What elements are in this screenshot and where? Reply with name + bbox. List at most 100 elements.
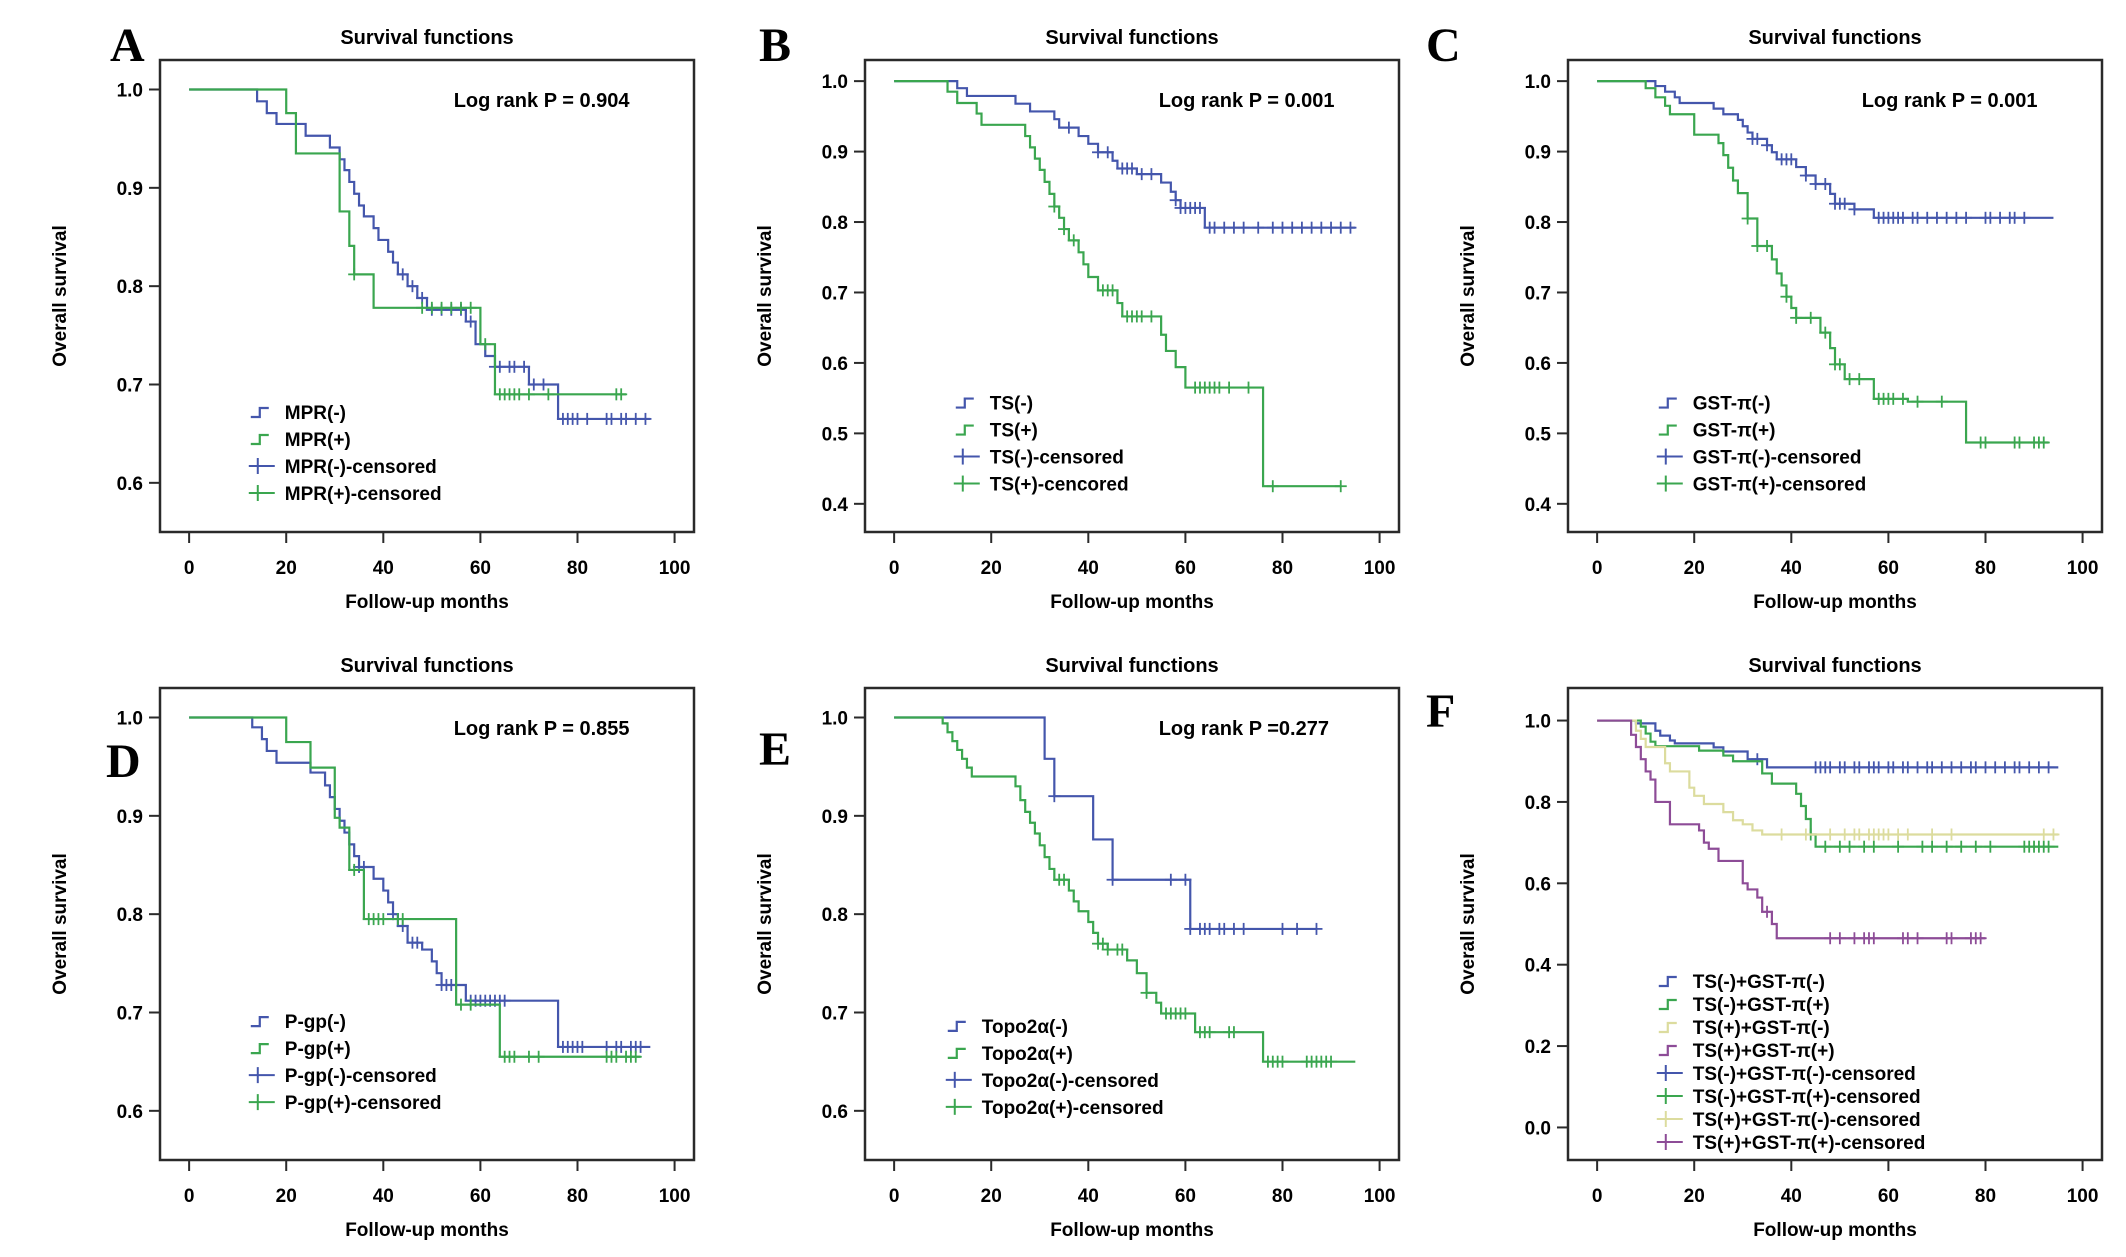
legend-step-glyph — [947, 1020, 966, 1032]
x-tick-label: 80 — [567, 1186, 588, 1207]
x-tick-label: 40 — [1781, 558, 1802, 579]
legend-label: TS(-)+GST-π(-) — [1693, 972, 1825, 993]
x-tick-label: 60 — [470, 1186, 491, 1207]
legend-label: P-gp(-) — [285, 1012, 346, 1033]
survival-plot-a: Survival functions 1.0 0.9 0.8 0.7 0.6 0 20 40 60… — [50, 27, 696, 613]
y-axis-label: Overall survival — [755, 225, 776, 367]
y-tick-label: 0.4 — [822, 495, 849, 516]
plot-box — [158, 58, 696, 534]
y-tick-label: 0.8 — [822, 905, 848, 926]
panel-d-letter: D — [106, 735, 141, 788]
chart-title: Survival functions — [1748, 27, 1921, 49]
legend-label: GST-π(-)-censored — [1693, 448, 1862, 469]
y-tick-label: 0.2 — [1525, 1037, 1551, 1058]
survival-curve-MPR(-) — [189, 88, 651, 421]
x-tick-label: 0 — [184, 558, 195, 579]
survival-curve-Topo2α(+) — [894, 716, 1356, 1063]
y-tick-label: 0.7 — [1525, 283, 1551, 304]
y-axis-label: Overall survival — [50, 853, 71, 995]
survival-curve-GST-π(+) — [1597, 80, 2049, 444]
x-tick-label: 60 — [470, 558, 491, 579]
panel-a-letter: A — [110, 19, 145, 72]
survival-curve-TS(+)+GST-π(+) — [1597, 719, 1986, 940]
legend-label: Topo2α(-) — [982, 1017, 1068, 1038]
survival-plot-b: Survival functions 1.0 0.9 0.8 0.7 0.6 0.5 0.4 0… — [755, 27, 1401, 613]
legend-label: P-gp(-)-censored — [285, 1066, 437, 1087]
x-tick-label: 20 — [1684, 1186, 1705, 1207]
plot-box — [863, 58, 1401, 534]
legend-label: MPR(-)-censored — [285, 457, 437, 478]
legend-step-glyph — [1658, 397, 1677, 409]
x-axis-label: Follow-up months — [1753, 1220, 1917, 1241]
legend-label: TS(-)+GST-π(+)-censored — [1693, 1087, 1921, 1108]
legend-label: Topo2α(+) — [982, 1044, 1073, 1065]
y-tick-label: 0.6 — [822, 1102, 848, 1123]
x-tick-label: 40 — [1781, 1186, 1802, 1207]
y-tick-label: 1.0 — [822, 72, 848, 93]
x-tick-label: 100 — [659, 558, 691, 579]
panel-e-letter: E — [759, 723, 792, 776]
y-tick-label: 0.9 — [117, 179, 143, 200]
y-tick-label: 0.4 — [1525, 495, 1552, 516]
x-tick-label: 0 — [1592, 558, 1603, 579]
survival-plot-e: Survival functions 1.0 0.9 0.8 0.7 0.6 0 20 40 60… — [755, 655, 1401, 1241]
survival-plot-d: Survival functions 1.0 0.9 0.8 0.7 0.6 0 20 40 60… — [50, 655, 696, 1241]
x-tick-label: 40 — [373, 1186, 394, 1207]
legend-step-glyph — [1658, 1044, 1677, 1057]
plot-box — [158, 686, 696, 1162]
legend-label: MPR(+)-censored — [285, 484, 442, 505]
y-tick-label: 0.6 — [117, 1102, 143, 1123]
legend-label: TS(+)-cencored — [990, 475, 1129, 496]
y-tick-label: 0.6 — [822, 354, 848, 375]
x-tick-label: 20 — [981, 1186, 1002, 1207]
y-tick-label: 0.7 — [117, 1004, 143, 1025]
x-tick-label: 20 — [276, 558, 297, 579]
x-tick-label: 80 — [567, 558, 588, 579]
x-tick-label: 60 — [1175, 1186, 1196, 1207]
legend-label: Topo2α(-)-censored — [982, 1071, 1159, 1092]
legend-label: GST-π(+)-censored — [1693, 475, 1866, 496]
legend-label: TS(-)-censored — [990, 448, 1124, 469]
x-tick-label: 0 — [889, 558, 900, 579]
y-tick-label: 0.6 — [117, 474, 143, 495]
survival-curve-P-gp(+) — [189, 716, 641, 1058]
legend-step-glyph — [250, 1043, 269, 1055]
y-tick-label: 0.8 — [822, 213, 848, 234]
log-rank-annotation: Log rank P = 0.904 — [454, 90, 631, 112]
y-tick-label: 0.9 — [117, 807, 143, 828]
panel-b: B Survival functions 1.0 0.9 0.8 0.7 0.6 0.5 0.… — [715, 8, 1415, 628]
legend-label: Topo2α(+)-censored — [982, 1098, 1164, 1119]
y-axis-label: Overall survival — [1458, 853, 1479, 995]
legend-label: TS(-) — [990, 394, 1033, 415]
panel-a: A Survival functions 1.0 0.9 0.8 0.7 0.6 0 20 40… — [10, 8, 710, 628]
y-tick-label: 1.0 — [117, 709, 143, 730]
survival-curve-TS(+)+GST-π(-) — [1597, 719, 2059, 836]
legend-label: GST-π(-) — [1693, 394, 1771, 415]
x-tick-label: 40 — [373, 558, 394, 579]
legend-step-glyph — [1658, 424, 1677, 436]
chart-title: Survival functions — [1045, 655, 1218, 677]
legend-label: TS(+)+GST-π(+) — [1693, 1041, 1835, 1062]
legend-label: TS(+)+GST-π(-)-censored — [1693, 1110, 1921, 1131]
x-axis-label: Follow-up months — [1050, 1220, 1214, 1241]
plot-box — [1566, 58, 2104, 534]
panel-b-letter: B — [759, 19, 792, 72]
panel-d: D Survival functions 1.0 0.9 0.8 0.7 0.6 0 20 40… — [10, 636, 710, 1256]
survival-plot-c: Survival functions 1.0 0.9 0.8 0.7 0.6 0.5 0.4 0… — [1458, 27, 2104, 613]
legend-label: P-gp(+)-censored — [285, 1093, 442, 1114]
x-tick-label: 100 — [1364, 1186, 1396, 1207]
y-tick-label: 0.6 — [1525, 354, 1551, 375]
x-tick-label: 0 — [184, 1186, 195, 1207]
x-tick-label: 100 — [1364, 558, 1396, 579]
x-tick-label: 100 — [2067, 1186, 2099, 1207]
x-tick-label: 80 — [1272, 558, 1293, 579]
survival-plot-f: Survival functions 1.0 0.8 0.6 0.4 0.2 0.0 0 20 4… — [1458, 655, 2104, 1241]
legend-label: TS(+) — [990, 421, 1038, 442]
y-tick-label: 1.0 — [1525, 72, 1551, 93]
x-tick-label: 20 — [1684, 558, 1705, 579]
legend-step-glyph — [1658, 1021, 1677, 1034]
x-tick-label: 100 — [659, 1186, 691, 1207]
x-tick-label: 20 — [981, 558, 1002, 579]
survival-curve-MPR(+) — [189, 88, 627, 396]
y-tick-label: 0.7 — [117, 376, 143, 397]
